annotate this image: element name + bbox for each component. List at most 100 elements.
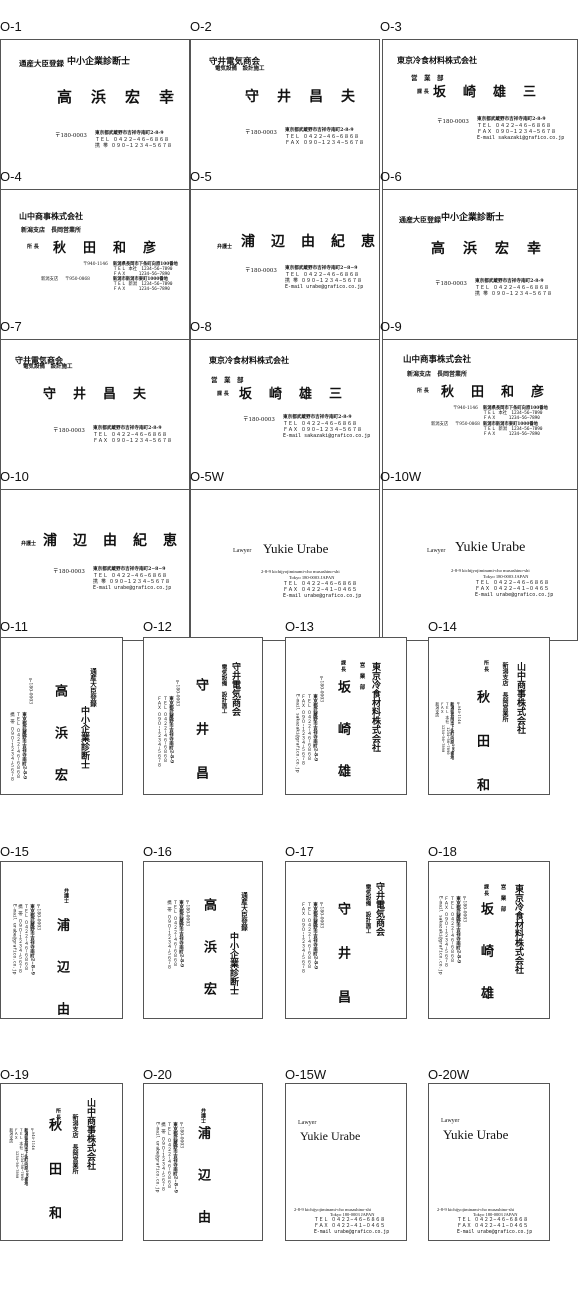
person-name: 秋 田 和 彦 — [53, 241, 159, 256]
card-label: O-8 — [190, 319, 212, 334]
address: 2-8-9 kichijyojiminami-cho musashino-shi — [451, 568, 530, 573]
address: 2-8-9 kichijyojiminami-cho musashino-shi — [261, 569, 340, 574]
address: 2-8-9 kichijyojiminami-cho musashino-shi — [294, 1207, 371, 1212]
job-title: Lawyer — [233, 548, 252, 554]
registration-label: 通産大臣登録 — [19, 59, 64, 68]
card-label: O-20 — [143, 1067, 172, 1082]
fax: ＦＡＸ ０４２２−４１−０４６５ — [314, 1224, 386, 1229]
fax: ＦＡＸ 1234−56−7890 — [483, 416, 540, 421]
zip-code: 〒180-0003 — [53, 428, 85, 434]
business-card: Lawyer Yukie Urabe 2-8-9 kichijyojiminami-… — [285, 1083, 407, 1241]
company-name: 守井電気商会 — [15, 355, 63, 365]
qualification-title: 中小企業診断士 — [228, 932, 238, 995]
person-name: 浦 辺 由 紀 恵 — [195, 1126, 210, 1241]
tel: ＴＥＬ ０４２２−４６−６８６８ — [283, 581, 358, 587]
city: Tokyo 180-0003 JAPAN — [330, 1212, 375, 1217]
business-card: 弁護士浦 辺 由 紀 恵〒180-0003 東京都武蔵野市吉祥寺南町2−8−9 ＴＥ… — [190, 189, 380, 341]
fax: ＦＡＸ 1234−56−7890 — [14, 1128, 20, 1179]
tel: ＴＥＬ ０４２２−４６−６８６８ — [15, 712, 21, 779]
mobile: 携 帯 ０９０−１２３４−５６７８ — [9, 712, 15, 782]
zip-code: 〒180-0003 — [174, 680, 180, 707]
zip-code: 〒180-0003 — [55, 133, 87, 139]
person-name: 守 井 昌 夫 — [335, 902, 350, 1019]
person-name: 守 井 昌 夫 — [245, 89, 357, 105]
fax: ＦＡＸ ０９０−１２３４−５６７８ — [300, 694, 306, 766]
tel: ＴＥＬ ０４２２−４６−６８６８ — [314, 1218, 386, 1223]
person-name: 秋 田 和 彦 — [474, 690, 489, 795]
tel: ＴＥＬ ０４２２−４６−６８６８ — [477, 123, 552, 129]
zip-code: 〒950-0868 — [65, 277, 90, 282]
tel: ＴＥＬ ０４２２−４６−６８６８ — [449, 896, 455, 963]
zip-code: 〒940-1146 — [83, 262, 108, 267]
job-title: 弁護士 — [63, 888, 69, 903]
business-card: 弁護士浦 辺 由 紀 恵〒180-0003 東京都武蔵野市吉祥寺南町2−8−9 ＴＥ… — [143, 1083, 263, 1241]
company-name: 東京冷食材料株式会社 — [513, 884, 523, 974]
business-card: 弁護士浦 辺 由 紀 恵〒180-0003 東京都武蔵野市吉祥寺南町2−8−9 ＴＥ… — [0, 861, 123, 1019]
branch2: 新潟支店 — [431, 422, 449, 427]
person-name: 高 浜 宏 幸 — [431, 241, 543, 257]
business-card: 通産大臣登録 中小企業診断士高 浜 宏 幸〒180-0003 東京都武蔵野市吉祥寺南… — [143, 861, 263, 1019]
company-subtitle: 電気設備 設計施工 — [364, 884, 371, 934]
department: 営 業 部 — [358, 662, 365, 690]
fax: ＦＡＸ 1234−56−7890 — [113, 272, 170, 277]
email: E-mail urabe@grafico.co.jp — [314, 1230, 390, 1235]
address: 新潟市新潟市東町1000番地 — [483, 422, 538, 427]
mobile: 携 帯 ０９０−１２３４−５６７８ — [17, 904, 23, 974]
card-label: O-5 — [190, 169, 212, 184]
job-title: 課 長 — [340, 660, 346, 672]
email: E-mail urabe@grafico.co.jp — [154, 1122, 160, 1193]
zip-code: 〒950-0868 — [455, 422, 480, 427]
branch2: 新潟支店 — [41, 277, 59, 282]
tel: ＴＥＬ 新潟 1234−56−7890 — [483, 427, 543, 432]
tel: ＴＥＬ ０４２２−４６−６８６８ — [457, 1218, 529, 1223]
zip-code: 〒180-0003 — [461, 896, 467, 923]
email: E-mail urabe@grafico.co.jp — [285, 284, 364, 290]
business-card: 山中商事株式会社 新潟支店 長岡営業所 所 長秋 田 和 彦 〒940-1146 新潟県… — [428, 637, 550, 795]
address: 東京都武蔵野市吉祥寺南町2-8-9 — [285, 128, 354, 133]
email: E-mail sakazaki@grafico.co.jp — [294, 694, 300, 773]
card-label: O-5W — [190, 469, 224, 484]
tel: ＴＥＬ 本社 1234−56−7890 — [445, 702, 451, 755]
card-label: O-20W — [428, 1067, 470, 1082]
card-label: O-17 — [285, 844, 314, 859]
zip-code: 〒180-0003 — [27, 678, 33, 705]
address: 東京都武蔵野市吉祥寺南町2-8-9 — [178, 900, 184, 968]
tel: ＴＥＬ ０４２２−４６−６８６８ — [23, 904, 29, 971]
fax: ＦＡＸ 1234−56−7890 — [483, 432, 540, 437]
fax: ＦＡＸ ０４２２−４１−０４６５ — [283, 587, 358, 593]
qualification-title: 中小企業診断士 — [67, 57, 131, 67]
person-name: 高 浜 宏 幸 — [57, 88, 177, 106]
registration-label: 通産大臣登録 — [239, 892, 248, 931]
tel: ＴＥＬ 本社 1234−56−7890 — [19, 1128, 25, 1181]
tel: ＴＥＬ ０４２２−４６−６８６８ — [95, 137, 170, 143]
job-title: 弁護士 — [200, 1108, 206, 1123]
job-title: Lawyer — [298, 1120, 317, 1126]
address: 東京都武蔵野市吉祥寺南町2-8-9 — [312, 694, 318, 762]
address: 東京都武蔵野市吉祥寺南町2-8-9 — [475, 279, 544, 284]
city: Tokyo 180-0003 JAPAN — [473, 1212, 518, 1217]
card-label: O-15W — [285, 1067, 327, 1082]
tel: ＴＥＬ ０４２２−４６−６８６８ — [285, 134, 360, 140]
business-card: 山中商事株式会社 新潟支店 長岡営業所 所 長秋 田 和 彦 〒940-1146 新潟県… — [0, 1083, 123, 1241]
address: 東京都武蔵野市吉祥寺南町2−8−9 — [172, 1122, 178, 1193]
company-subtitle: 電気設備 設計施工 — [23, 364, 73, 370]
fax: ＦＡＸ ０４２２−４１−０４６５ — [457, 1224, 529, 1229]
address: 東京都武蔵野市吉祥寺南町2−8−9 — [285, 266, 358, 271]
company-subtitle: 電気設備 設計施工 — [215, 66, 265, 72]
business-card: 通産大臣登録 中小企業診断士高 浜 宏 幸〒180-0003 東京都武蔵野市吉祥寺南… — [0, 637, 123, 795]
job-title: 所 長 — [417, 388, 429, 394]
card-label: O-14 — [428, 619, 457, 634]
job-title: 課 長 — [217, 391, 229, 397]
person-name: 高 浜 宏 幸 — [52, 684, 67, 795]
card-label: O-4 — [0, 169, 22, 184]
email: E-mail urabe@grafico.co.jp — [457, 1230, 533, 1235]
business-card: 弁護士浦 辺 由 紀 恵〒180-0003 東京都武蔵野市吉祥寺南町2−8−9 ＴＥ… — [0, 489, 190, 641]
business-card: 東京冷食材料株式会社営 業 部課 長坂 崎 雄 三〒180-0003 東京都武蔵野… — [190, 339, 380, 491]
person-name: 坂 崎 雄 三 — [239, 387, 345, 402]
card-label: O-15 — [0, 844, 29, 859]
business-card: 守井電気商会 電気設備 設計施工 守 井 昌 夫 〒180-0003 東京都武蔵野市吉祥… — [285, 861, 407, 1019]
card-label: O-9 — [380, 319, 402, 334]
zip-code: 〒180-0003 — [53, 569, 85, 575]
business-card: 東京冷食材料株式会社営 業 部課 長坂 崎 雄 三〒180-0003 東京都武蔵野… — [382, 39, 578, 191]
person-name: 秋 田 和 彦 — [46, 1118, 61, 1241]
